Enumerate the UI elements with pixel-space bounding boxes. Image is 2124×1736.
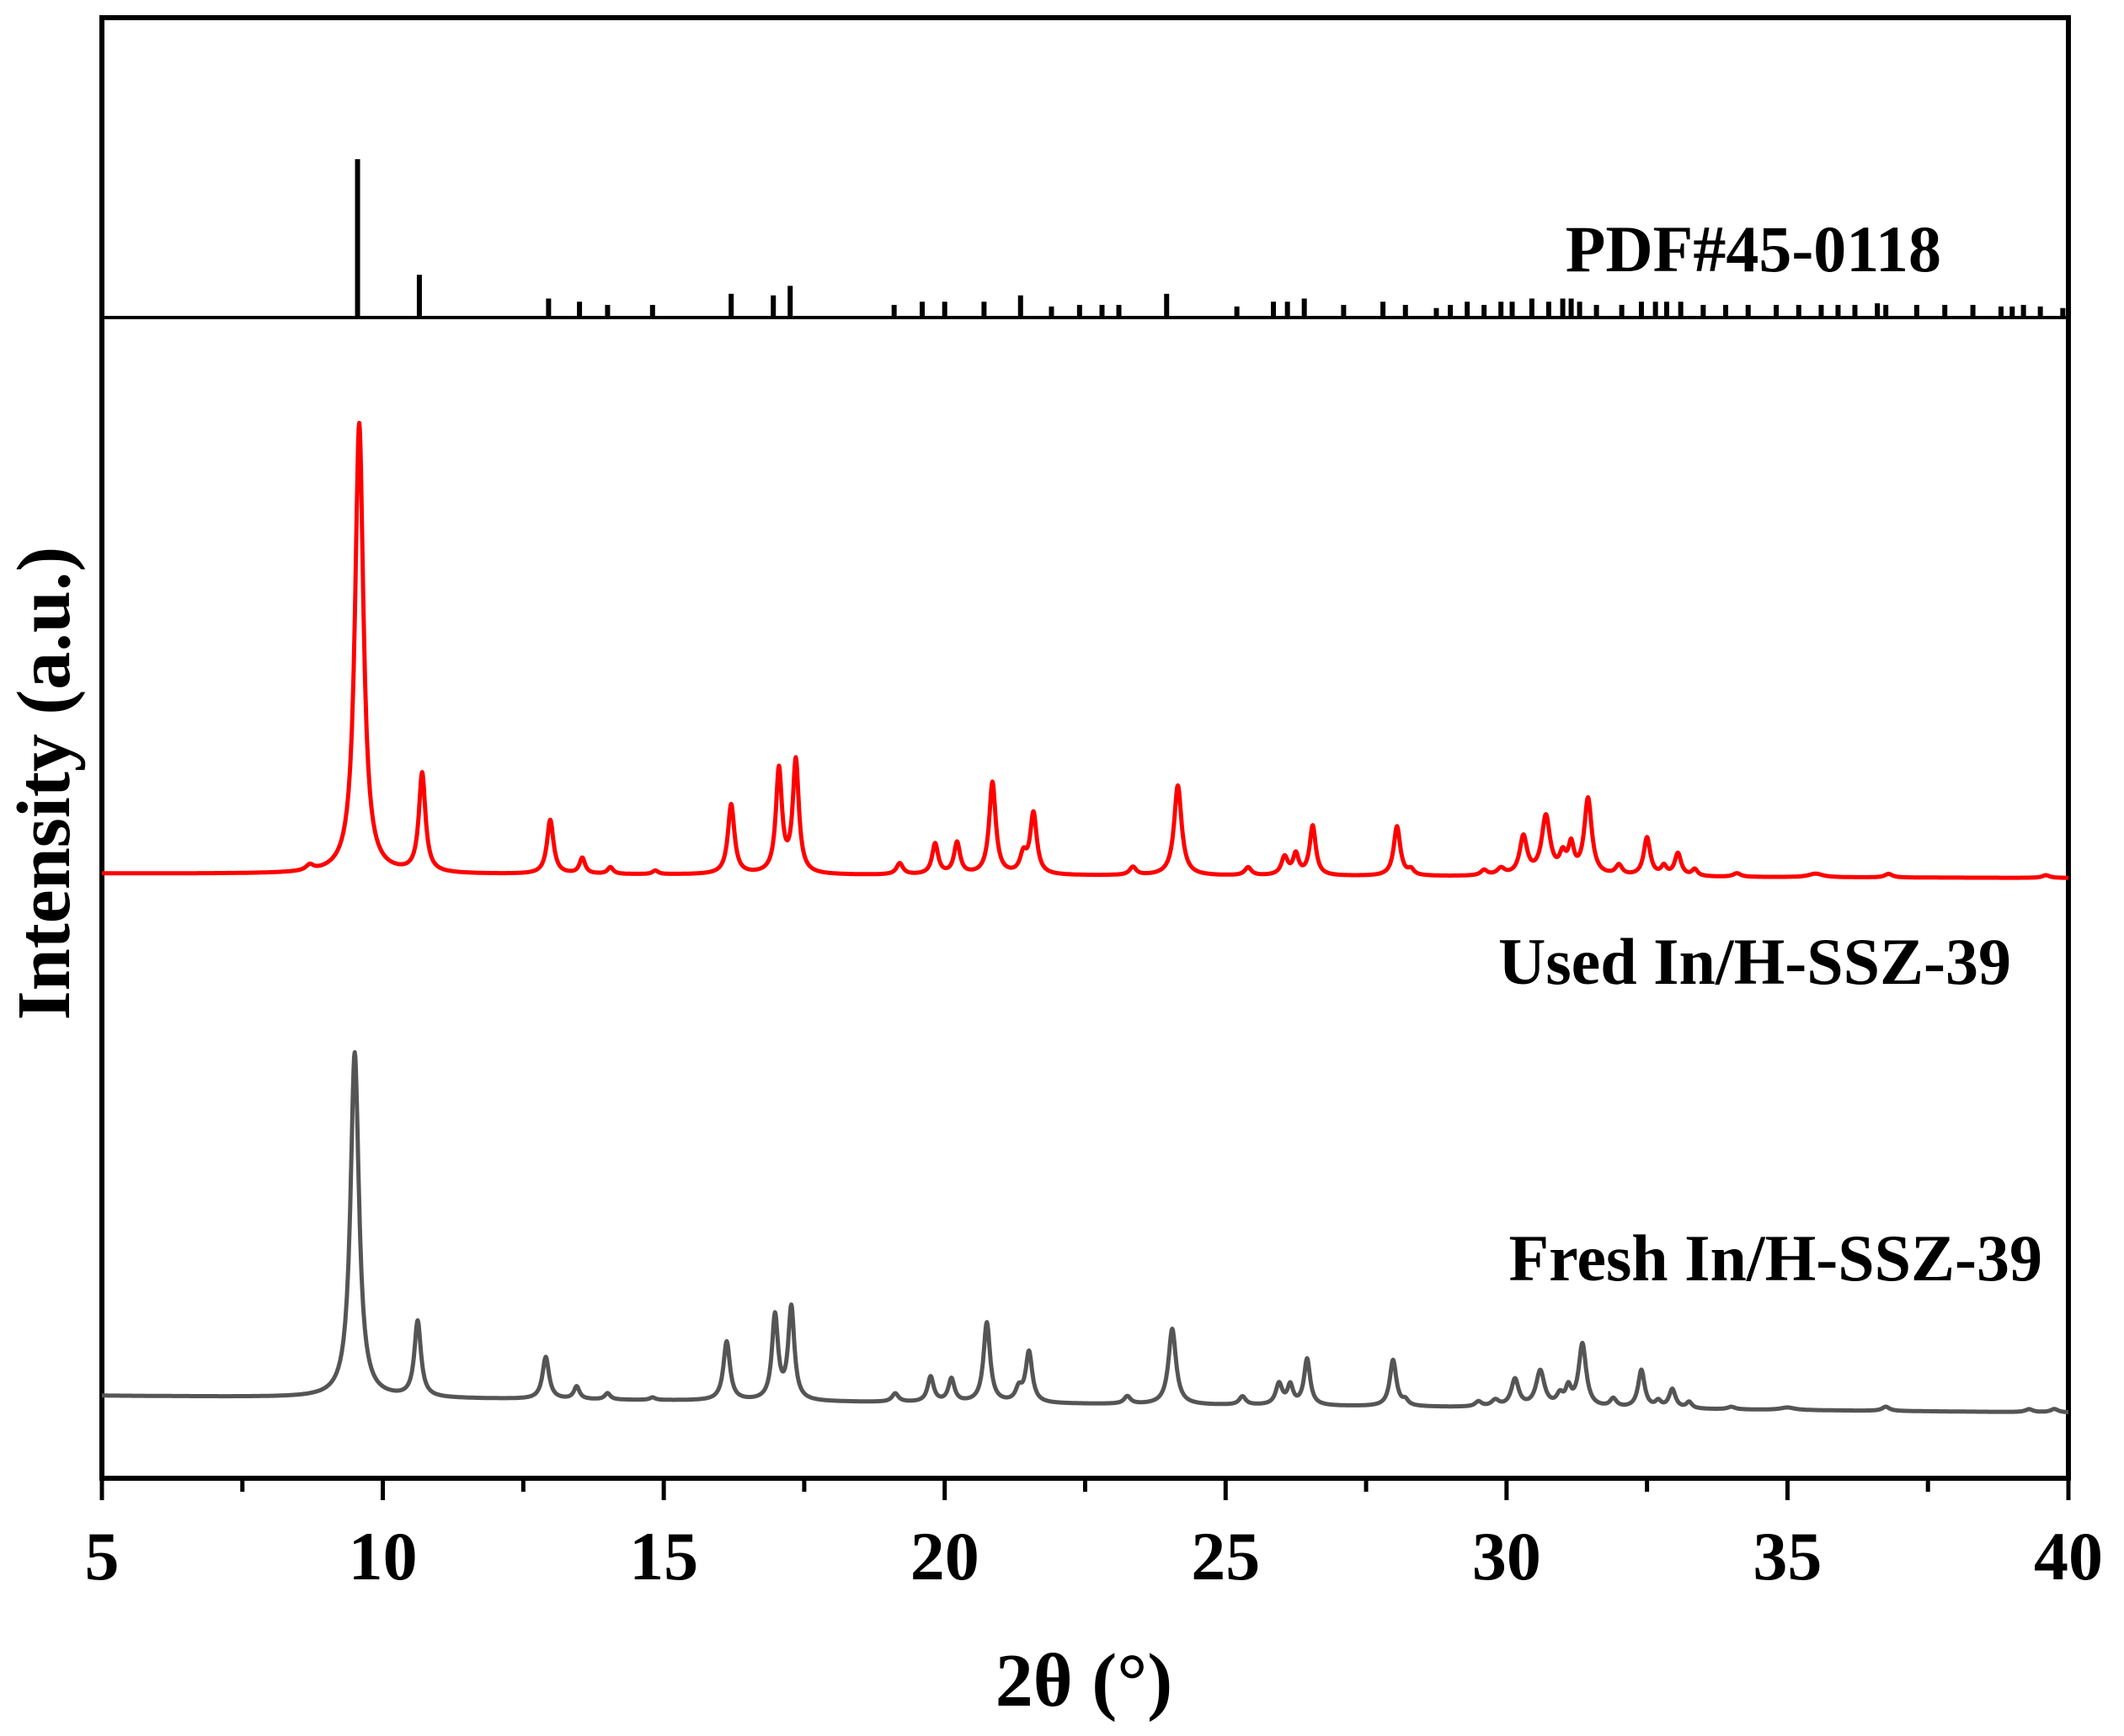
x-tick-label-35: 35 bbox=[1753, 1518, 1822, 1594]
trace-layer bbox=[100, 420, 2070, 1414]
series-label-used: Used In/H-SSZ-39 bbox=[1498, 925, 2011, 998]
x-tick-label-40: 40 bbox=[2034, 1518, 2103, 1594]
reference-label: PDF#45-0118 bbox=[1566, 212, 1941, 286]
x-tick-label-25: 25 bbox=[1191, 1518, 1260, 1594]
x-axis-title: 2θ (°) bbox=[995, 1639, 1172, 1723]
x-tick-label-10: 10 bbox=[349, 1518, 418, 1594]
x-tick-label-20: 20 bbox=[910, 1518, 979, 1594]
x-tick-label-5: 5 bbox=[85, 1518, 120, 1594]
series-line-used bbox=[100, 420, 2070, 880]
series-line-fresh bbox=[100, 1050, 2070, 1414]
x-tick-label-15: 15 bbox=[629, 1518, 698, 1594]
x-axis-ticks: 5 10 15 20 25 30 35 40 bbox=[85, 1478, 2103, 1594]
x-tick-label-30: 30 bbox=[1472, 1518, 1541, 1594]
series-label-fresh: Fresh In/H-SSZ-39 bbox=[1508, 1221, 2042, 1295]
reference-sticks bbox=[355, 159, 2066, 318]
y-axis-title: Intensity (a.u.) bbox=[3, 547, 86, 1021]
